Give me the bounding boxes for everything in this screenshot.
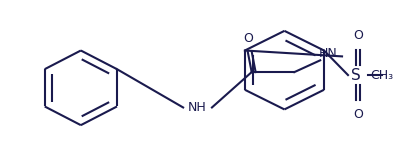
Text: HN: HN — [318, 47, 337, 60]
Text: NH: NH — [188, 101, 206, 114]
Text: S: S — [350, 68, 360, 83]
Text: O: O — [352, 29, 362, 42]
Text: CH₃: CH₃ — [369, 68, 392, 82]
Text: O: O — [242, 32, 252, 45]
Text: O: O — [352, 108, 362, 121]
